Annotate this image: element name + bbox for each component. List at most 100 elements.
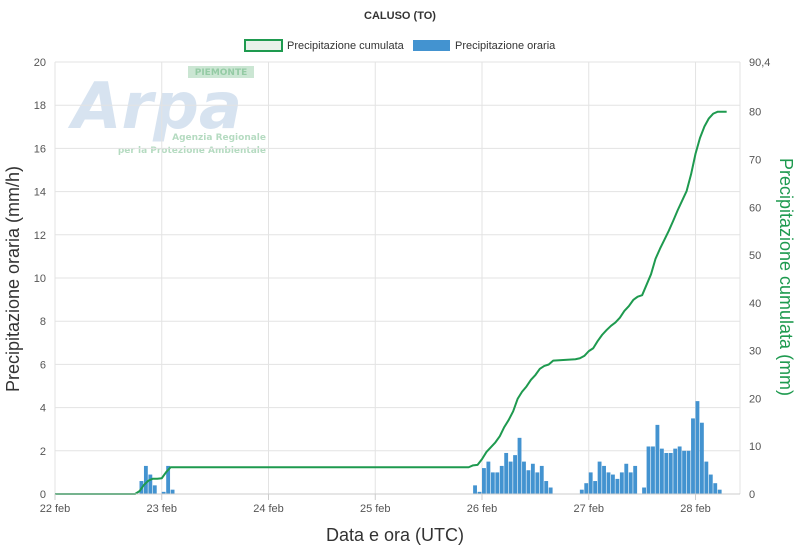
legend-swatch-hourly <box>413 40 450 51</box>
bar-hourly <box>579 489 584 494</box>
bar-hourly <box>544 481 549 494</box>
bar-hourly <box>495 472 500 494</box>
bar-hourly <box>597 461 602 494</box>
bar-hourly <box>615 478 620 494</box>
bar-hourly <box>664 452 669 494</box>
bar-hourly <box>170 489 175 494</box>
bar-hourly <box>628 472 633 494</box>
arpa-logo-watermark: Arpa PIEMONTE Agenzia Regionale per la P… <box>67 66 266 156</box>
bar-hourly <box>143 465 148 494</box>
bar-hourly <box>717 489 722 494</box>
bar-hourly <box>508 461 513 494</box>
x-tick-label: 23 feb <box>146 503 177 515</box>
legend-item-hourly[interactable]: Precipitazione oraria <box>413 40 556 52</box>
bar-hourly <box>526 470 531 494</box>
bar-hourly <box>611 474 615 494</box>
bar-hourly <box>161 491 166 494</box>
x-tick-label: 22 feb <box>40 503 71 515</box>
y-axis-right-title: Precipitazione cumulata (mm) <box>776 158 796 396</box>
watermark-region-badge <box>188 66 254 78</box>
y-right-tick-label: 70 <box>749 154 761 166</box>
bar-hourly <box>522 461 526 494</box>
bar-hourly <box>699 422 704 494</box>
bar-hourly <box>651 446 655 494</box>
y-right-tick-label: 10 <box>749 441 761 453</box>
y-right-tick-label: 60 <box>749 202 761 214</box>
bar-hourly <box>584 483 589 494</box>
bar-hourly <box>606 472 611 494</box>
bar-hourly <box>682 450 687 494</box>
bar-hourly <box>148 474 153 494</box>
bar-hourly <box>548 487 553 494</box>
y-right-tick-label: 40 <box>749 298 761 310</box>
bar-hourly <box>477 491 482 494</box>
line-cumulative <box>55 110 727 495</box>
bar-hourly <box>504 452 509 494</box>
legend: Precipitazione cumulata Precipitazione o… <box>244 39 556 52</box>
y-left-tick-label: 6 <box>40 359 46 371</box>
watermark-logo-text: Arpa <box>67 70 242 144</box>
bar-hourly <box>499 465 504 494</box>
x-tick-label: 28 feb <box>680 503 711 515</box>
bar-hourly <box>633 465 638 494</box>
watermark-region: PIEMONTE <box>195 68 248 78</box>
bar-hourly <box>624 463 629 494</box>
y-left-tick-label: 0 <box>40 489 46 501</box>
y-right-tick-label: 50 <box>749 250 761 262</box>
bar-hourly <box>593 481 598 494</box>
watermark-line1: Agenzia Regionale <box>172 133 266 143</box>
bar-hourly <box>695 401 700 494</box>
y-left-tick-label: 18 <box>34 100 46 112</box>
y-left-tick-label: 20 <box>34 57 46 69</box>
bar-hourly <box>490 472 495 494</box>
bar-hourly <box>588 472 593 494</box>
y-left-tick-label: 4 <box>40 403 46 415</box>
y-left-tick-label: 16 <box>34 143 46 155</box>
legend-label-cumulative: Precipitazione cumulata <box>287 40 405 52</box>
y-left-tick-label: 2 <box>40 446 46 458</box>
bar-hourly <box>646 446 651 494</box>
bar-hourly <box>686 450 691 494</box>
bar-hourly <box>673 448 678 494</box>
legend-swatch-cumulative <box>244 39 283 52</box>
legend-item-cumulative[interactable]: Precipitazione cumulata <box>244 39 405 52</box>
y-right-tick-label: 80 <box>749 107 761 119</box>
y-right-tick-label: 20 <box>749 393 761 405</box>
y-left-tick-label: 14 <box>34 187 46 199</box>
bar-hourly <box>668 452 673 494</box>
bar-hourly <box>704 461 709 494</box>
bar-hourly <box>166 465 171 494</box>
bar-hourly <box>486 461 491 494</box>
y-right-tick-label: 0 <box>749 489 755 501</box>
y-axis-left-title: Precipitazione oraria (mm/h) <box>3 166 23 392</box>
bar-hourly <box>535 472 540 494</box>
x-tick-label: 25 feb <box>360 503 391 515</box>
bar-hourly <box>677 446 682 494</box>
y-left-tick-label: 8 <box>40 316 46 328</box>
bar-hourly <box>659 448 664 494</box>
series-line-cumulative <box>55 110 727 495</box>
bar-hourly <box>713 483 718 494</box>
y-right-tick-label: 90,4 <box>749 57 770 69</box>
y-left-tick-label: 12 <box>34 230 46 242</box>
chart-title: CALUSO (TO) <box>364 10 436 22</box>
bars-hourly <box>139 401 722 494</box>
bar-hourly <box>530 463 535 494</box>
bar-hourly <box>691 418 695 494</box>
bar-hourly <box>619 472 624 494</box>
x-tick-label: 26 feb <box>467 503 498 515</box>
x-tick-label: 27 feb <box>573 503 604 515</box>
y-left-tick-label: 10 <box>34 273 46 285</box>
bar-hourly <box>513 455 517 494</box>
bar-hourly <box>539 465 544 494</box>
legend-label-hourly: Precipitazione oraria <box>455 40 556 52</box>
watermark-line2: per la Protezione Ambientale <box>118 146 266 156</box>
bar-hourly <box>482 468 486 494</box>
x-tick-label: 24 feb <box>253 503 284 515</box>
bar-hourly <box>152 485 157 494</box>
bar-hourly <box>473 485 477 494</box>
bar-hourly <box>655 424 660 494</box>
bar-hourly <box>517 437 522 494</box>
axes: 0 2 4 6 8 10 12 14 16 18 20 0 10 20 30 40 50 60 70 80 90,4 22… <box>34 57 771 515</box>
